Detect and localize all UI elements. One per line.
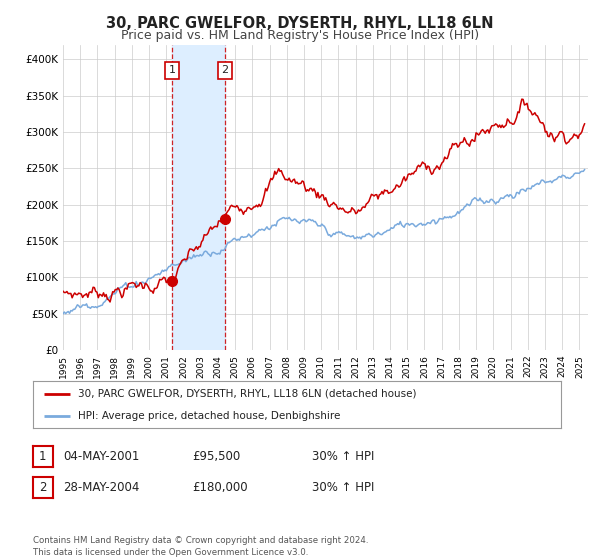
Text: 04-MAY-2001: 04-MAY-2001 — [63, 450, 139, 463]
Text: £180,000: £180,000 — [192, 480, 248, 494]
Text: Contains HM Land Registry data © Crown copyright and database right 2024.
This d: Contains HM Land Registry data © Crown c… — [33, 536, 368, 557]
Text: 2: 2 — [39, 480, 47, 494]
Text: 2: 2 — [221, 65, 229, 75]
Text: 30% ↑ HPI: 30% ↑ HPI — [312, 480, 374, 494]
Text: 1: 1 — [169, 65, 176, 75]
Text: 28-MAY-2004: 28-MAY-2004 — [63, 480, 139, 494]
Text: Price paid vs. HM Land Registry's House Price Index (HPI): Price paid vs. HM Land Registry's House … — [121, 29, 479, 43]
Text: 30, PARC GWELFOR, DYSERTH, RHYL, LL18 6LN (detached house): 30, PARC GWELFOR, DYSERTH, RHYL, LL18 6L… — [78, 389, 416, 399]
Bar — [172, 45, 225, 350]
Text: 30% ↑ HPI: 30% ↑ HPI — [312, 450, 374, 463]
Text: 30, PARC GWELFOR, DYSERTH, RHYL, LL18 6LN: 30, PARC GWELFOR, DYSERTH, RHYL, LL18 6L… — [106, 16, 494, 31]
Text: 1: 1 — [39, 450, 47, 463]
Text: HPI: Average price, detached house, Denbighshire: HPI: Average price, detached house, Denb… — [78, 410, 340, 421]
Text: £95,500: £95,500 — [192, 450, 240, 463]
